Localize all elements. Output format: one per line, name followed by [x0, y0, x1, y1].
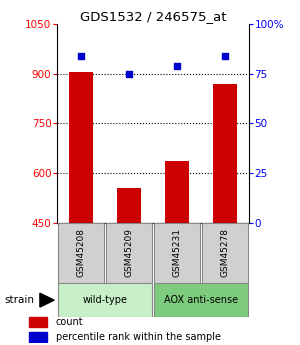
Bar	[69, 72, 93, 223]
Bar	[58, 223, 104, 283]
Bar	[28, 332, 47, 342]
Bar	[28, 317, 47, 327]
Text: GSM45208: GSM45208	[76, 228, 85, 277]
Title: GDS1532 / 246575_at: GDS1532 / 246575_at	[80, 10, 226, 23]
Bar	[106, 223, 152, 283]
Bar	[154, 223, 200, 283]
Bar	[117, 188, 141, 223]
Point	[223, 53, 227, 59]
Bar	[165, 161, 189, 223]
Text: GSM45209: GSM45209	[124, 228, 134, 277]
Point	[127, 71, 131, 77]
Bar	[213, 84, 237, 223]
Polygon shape	[40, 293, 54, 307]
Text: count: count	[56, 317, 83, 327]
Text: GSM45278: GSM45278	[220, 228, 230, 277]
Bar	[202, 223, 248, 283]
Text: strain: strain	[4, 295, 34, 305]
Point	[175, 63, 179, 69]
Text: percentile rank within the sample: percentile rank within the sample	[56, 332, 220, 342]
Point	[79, 53, 83, 59]
Bar	[58, 283, 152, 317]
Bar	[154, 283, 248, 317]
Text: wild-type: wild-type	[82, 295, 128, 305]
Text: AOX anti-sense: AOX anti-sense	[164, 295, 238, 305]
Text: GSM45231: GSM45231	[172, 228, 182, 277]
